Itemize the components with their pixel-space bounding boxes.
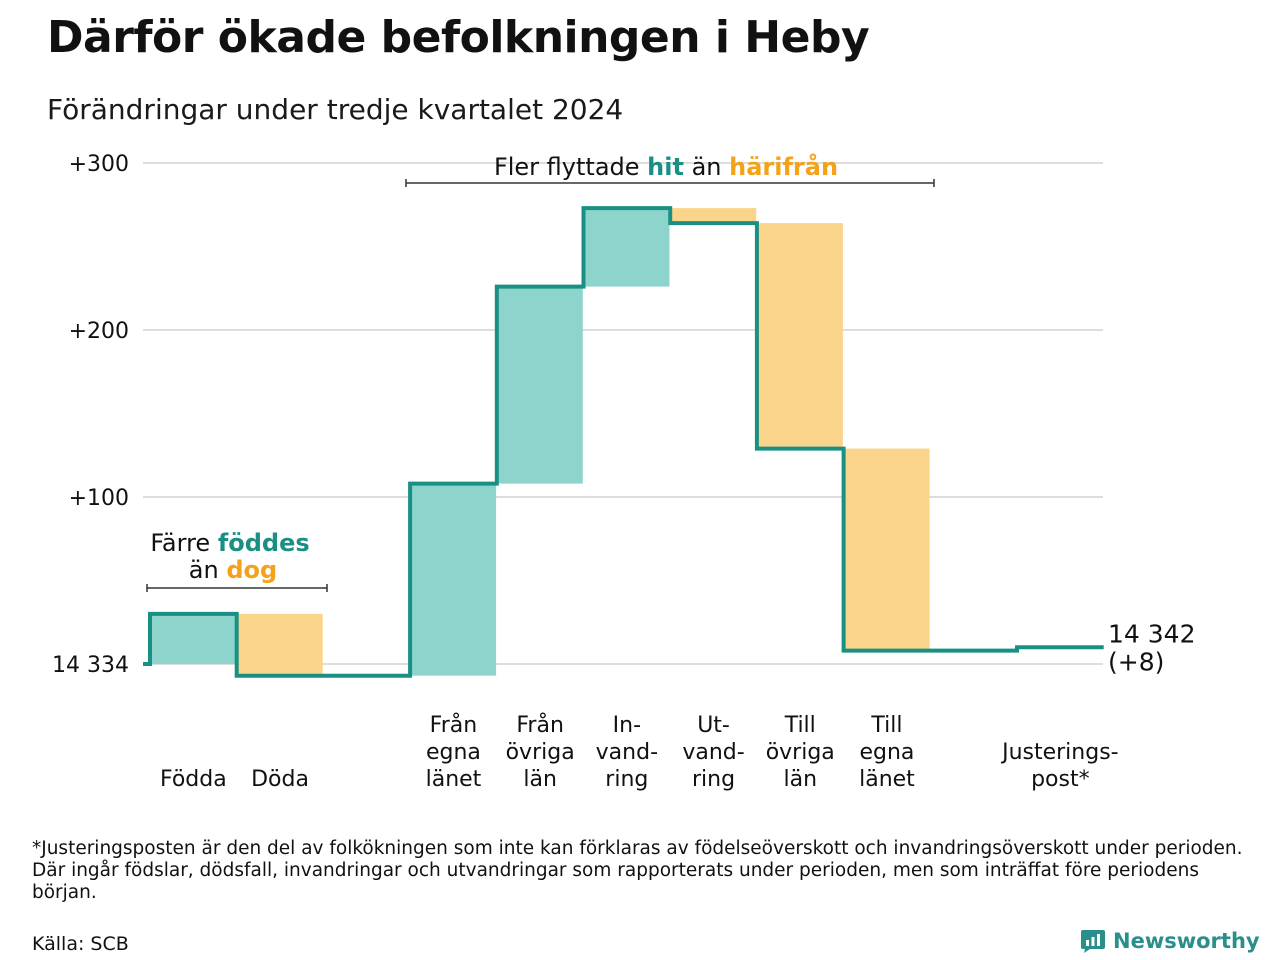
- x-tick-label: In-: [613, 713, 641, 738]
- step-line: [143, 206, 1104, 678]
- y-tick-label: +300: [69, 152, 129, 177]
- x-tick-label: ring: [605, 767, 648, 792]
- x-axis-labels: Födda DödaFrånegnalänetFrånövrigalänIn-va…: [160, 712, 1119, 792]
- bar: [236, 613, 323, 676]
- end-change: (+8): [1108, 647, 1164, 676]
- births-bracket: [146, 584, 328, 592]
- x-tick-label: Från: [430, 712, 478, 738]
- x-tick-label: övriga: [766, 740, 835, 765]
- brand-logo: Newsworthy: [1080, 928, 1260, 954]
- x-tick-label: Till: [870, 713, 902, 738]
- x-tick-label: länet: [859, 767, 915, 792]
- bar: [150, 613, 236, 664]
- y-tick-label: +100: [69, 486, 129, 511]
- moves-bracket: [405, 179, 935, 187]
- births-annotation-line2: än dog: [189, 556, 277, 584]
- x-tick-label: Till: [784, 713, 816, 738]
- x-tick-label: län: [783, 767, 817, 792]
- brand-name: Newsworthy: [1113, 929, 1260, 953]
- chart-subtitle: Förändringar under tredje kvartalet 2024: [47, 93, 624, 126]
- y-axis-labels: 14 334 +100 +200 +300: [52, 152, 129, 678]
- y-tick-label: +200: [69, 319, 129, 344]
- end-value-label: 14 342(+8): [1108, 619, 1195, 676]
- x-tick-label: länet: [426, 767, 482, 792]
- x-tick-label: egna: [426, 740, 481, 765]
- x-tick-label: övriga: [506, 740, 575, 765]
- x-tick-label: post*: [1031, 767, 1090, 792]
- bar: [843, 448, 930, 651]
- source-note: Källa: SCB: [32, 933, 129, 955]
- x-tick-label: län: [523, 767, 557, 792]
- chart-title: Därför ökade befolkningen i Heby: [47, 12, 870, 63]
- x-tick-label: ring: [692, 767, 735, 792]
- x-tick-label: Från: [516, 712, 564, 738]
- x-tick-label: vand-: [682, 740, 744, 765]
- waterfall-chart: 14 334+100+200+300 Födda DödaFrånegnaläne…: [52, 152, 1195, 792]
- bar: [756, 223, 843, 449]
- footnote: *Justeringsposten är den del av folkökni…: [32, 838, 1243, 903]
- x-tick-label: Ut-: [697, 713, 730, 738]
- moves-annotation: Fler flyttade hit än härifrån: [494, 152, 838, 181]
- x-tick-label: vand-: [596, 740, 658, 765]
- bar: [410, 483, 497, 676]
- y-tick-label: 14 334: [52, 653, 129, 678]
- x-tick-label: Födda: [160, 767, 227, 792]
- births-annotation-line1: Färre föddes: [150, 529, 309, 557]
- bar: [670, 208, 757, 224]
- bar: [583, 208, 670, 287]
- x-tick-label: egna: [859, 740, 914, 765]
- bar: [496, 286, 583, 484]
- cumulative-step-line: [143, 206, 1104, 678]
- bars: [150, 208, 930, 676]
- x-tick-label: Justerings-: [1000, 740, 1119, 765]
- end-value: 14 342: [1108, 619, 1195, 648]
- newsworthy-icon: [1081, 930, 1105, 953]
- x-tick-label: Döda: [251, 767, 309, 792]
